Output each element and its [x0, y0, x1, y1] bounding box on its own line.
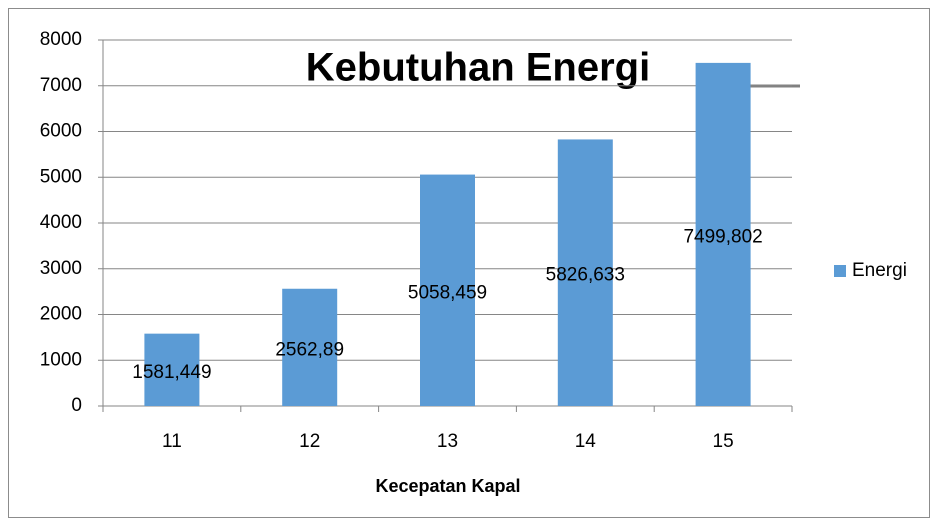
- y-tick-label: 2000: [40, 304, 82, 325]
- y-tick-label: 6000: [40, 121, 82, 142]
- bar: [695, 62, 751, 406]
- x-axis-label: Kecepatan Kapal: [375, 476, 520, 496]
- data-label: 5058,459: [408, 282, 487, 303]
- x-tick-label: 13: [437, 431, 458, 452]
- legend-label: Energi: [852, 260, 907, 281]
- legend-swatch: [834, 265, 846, 277]
- x-tick-label: 14: [575, 431, 597, 452]
- y-tick-label: 8000: [40, 29, 82, 50]
- data-label: 7499,802: [683, 226, 762, 247]
- y-tick-label: 5000: [40, 166, 82, 187]
- data-label: 2562,89: [275, 339, 344, 360]
- y-tick-label: 0: [71, 395, 82, 416]
- data-label: 5826,633: [546, 265, 625, 286]
- bar: [144, 333, 200, 406]
- y-tick-label: 3000: [40, 258, 82, 279]
- bar: [282, 288, 338, 406]
- x-tick-label: 12: [299, 431, 320, 452]
- x-tick-label: 15: [713, 431, 734, 452]
- data-label: 1581,449: [132, 362, 211, 383]
- y-tick-label: 1000: [40, 349, 82, 370]
- y-tick-label: 4000: [40, 212, 82, 233]
- x-tick-label: 11: [162, 431, 182, 452]
- bar: [557, 139, 613, 407]
- bar: [420, 174, 475, 406]
- chart-title: Kebutuhan Energi: [306, 46, 650, 90]
- y-tick-label: 7000: [40, 75, 82, 96]
